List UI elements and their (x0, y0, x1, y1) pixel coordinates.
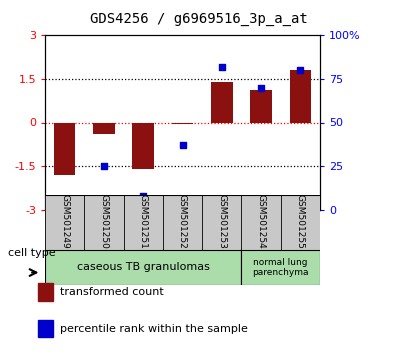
Point (61, 199, 68, 204)
Bar (133, 122, 154, 169)
Bar (211, 82, 232, 122)
Text: GSM501250: GSM501250 (100, 194, 108, 249)
Point (297, 67, 304, 73)
Text: percentile rank within the sample: percentile rank within the sample (60, 324, 248, 333)
Point (101, 164, 107, 169)
Bar (250, 90, 272, 122)
Bar (242, 250, 320, 285)
Point (179, 142, 186, 148)
Bar (93, 122, 115, 134)
Bar (38, 320, 53, 337)
Bar (45, 250, 242, 285)
Text: GSM501249: GSM501249 (60, 194, 69, 249)
Text: transformed count: transformed count (60, 287, 164, 297)
Bar (38, 283, 53, 301)
Text: GDS4256 / g6969516_3p_a_at: GDS4256 / g6969516_3p_a_at (90, 12, 308, 27)
Bar (290, 70, 311, 122)
Text: GSM501251: GSM501251 (139, 194, 148, 249)
Point (258, 85, 264, 90)
Text: caseous TB granulomas: caseous TB granulomas (77, 263, 210, 273)
Point (140, 193, 146, 199)
Text: GSM501252: GSM501252 (178, 194, 187, 249)
Bar (172, 122, 193, 124)
Text: normal lung
parenchyma: normal lung parenchyma (252, 258, 309, 277)
Text: GSM501255: GSM501255 (296, 194, 305, 249)
Point (219, 64, 225, 69)
Bar (54, 122, 76, 175)
Text: GSM501254: GSM501254 (257, 194, 265, 249)
Text: cell type: cell type (8, 249, 56, 258)
Text: GSM501253: GSM501253 (217, 194, 226, 249)
